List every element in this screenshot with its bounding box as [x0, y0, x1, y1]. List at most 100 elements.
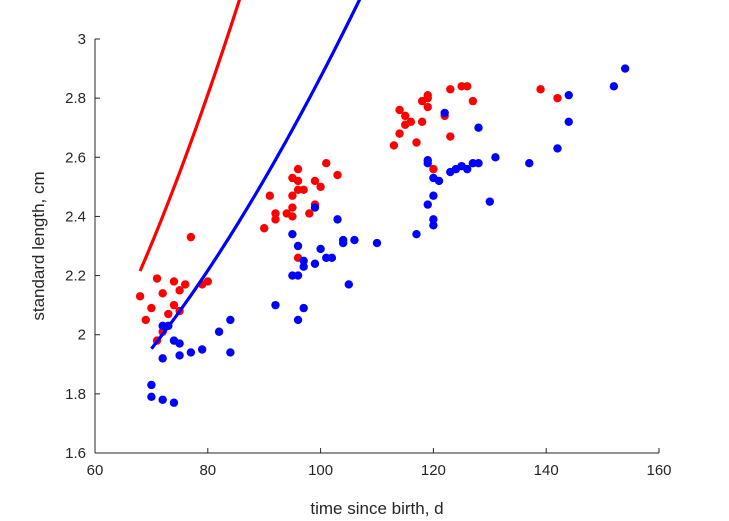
data-point — [350, 235, 359, 245]
data-point — [203, 277, 212, 286]
data-point — [141, 315, 150, 325]
data-point — [288, 203, 297, 212]
data-point — [293, 315, 303, 325]
data-point — [417, 117, 427, 127]
data-point — [446, 85, 455, 94]
data-point — [491, 153, 500, 162]
data-point — [152, 274, 162, 283]
data-point — [322, 159, 331, 168]
data-point — [271, 215, 280, 224]
data-point — [553, 144, 562, 153]
y-axis-label: standard length, cm — [29, 171, 48, 320]
data-point — [406, 117, 416, 127]
data-point — [423, 159, 432, 168]
data-point — [169, 277, 179, 286]
data-series — [135, 0, 562, 345]
y-ticks: 1.6 1.8 2 2.2 2.4 2.6 2.8 3 — [65, 31, 100, 462]
data-point — [434, 176, 444, 186]
series-layer — [135, 0, 630, 407]
data-point — [169, 300, 179, 310]
x-tick-label: 160 — [646, 462, 671, 479]
x-ticks: 60 80 100 120 140 160 — [87, 448, 672, 479]
data-point — [158, 289, 167, 298]
data-point — [401, 111, 410, 121]
data-point — [175, 339, 184, 348]
y-tick-label: 2.6 — [65, 149, 86, 166]
data-point — [293, 271, 303, 280]
data-point — [135, 292, 145, 301]
data-point — [412, 229, 421, 239]
data-point — [423, 90, 432, 100]
y-tick-label: 2 — [78, 327, 86, 344]
data-point — [175, 286, 184, 295]
data-point — [474, 123, 483, 132]
data-point — [316, 182, 325, 192]
data-point — [620, 64, 630, 73]
data-point — [293, 241, 303, 251]
data-point — [389, 141, 399, 150]
x-tick-label: 80 — [199, 462, 216, 479]
data-point — [310, 203, 320, 212]
data-point — [338, 238, 348, 248]
data-point — [181, 280, 190, 289]
data-point — [175, 351, 184, 360]
data-point — [333, 215, 342, 224]
data-point — [333, 170, 342, 180]
data-point — [164, 309, 173, 319]
data-point — [214, 327, 224, 336]
data-point — [423, 200, 432, 209]
y-tick-label: 1.6 — [65, 445, 86, 462]
data-point — [310, 259, 320, 268]
data-point — [271, 209, 280, 218]
y-tick-label: 3 — [78, 31, 86, 48]
data-point — [169, 398, 179, 407]
data-point — [147, 303, 156, 313]
data-point — [158, 395, 167, 404]
data-point — [299, 303, 308, 313]
data-point — [226, 348, 235, 357]
x-tick-label: 100 — [308, 462, 333, 479]
data-point — [288, 229, 297, 239]
data-point — [429, 164, 438, 174]
data-point — [271, 300, 280, 310]
x-tick-label: 60 — [87, 462, 104, 479]
data-point — [468, 96, 478, 106]
data-point — [299, 256, 308, 265]
fit-curve — [150, 0, 362, 350]
data-point — [463, 164, 472, 174]
data-point — [463, 82, 472, 91]
data-point — [305, 209, 314, 218]
data-point — [395, 129, 404, 138]
data-point — [147, 380, 156, 390]
x-axis-label: time since birth, d — [310, 499, 443, 518]
y-tick-label: 2.2 — [65, 268, 86, 285]
data-point — [485, 197, 494, 206]
data-point — [186, 232, 196, 242]
data-point — [423, 102, 432, 112]
data-point — [474, 159, 483, 168]
x-tick-label: 140 — [534, 462, 559, 479]
data-point — [299, 262, 308, 271]
data-point — [609, 82, 619, 91]
fit-curve — [138, 0, 242, 272]
data-point — [293, 164, 303, 174]
x-tick-label: 120 — [421, 462, 446, 479]
data-point — [316, 244, 325, 254]
data-point — [440, 108, 449, 118]
axes — [94, 39, 659, 454]
y-tick-label: 1.8 — [65, 386, 86, 403]
data-point — [429, 215, 438, 224]
data-point — [429, 221, 438, 230]
data-point — [429, 191, 438, 200]
data-point — [299, 185, 308, 195]
data-point — [197, 345, 207, 354]
data-point — [226, 315, 235, 325]
data-point — [553, 93, 562, 103]
data-point — [288, 212, 297, 221]
data-point — [260, 224, 269, 233]
data-point — [412, 138, 421, 147]
data-point — [186, 348, 196, 357]
y-tick-label: 2.8 — [65, 90, 86, 107]
data-point — [395, 105, 404, 115]
